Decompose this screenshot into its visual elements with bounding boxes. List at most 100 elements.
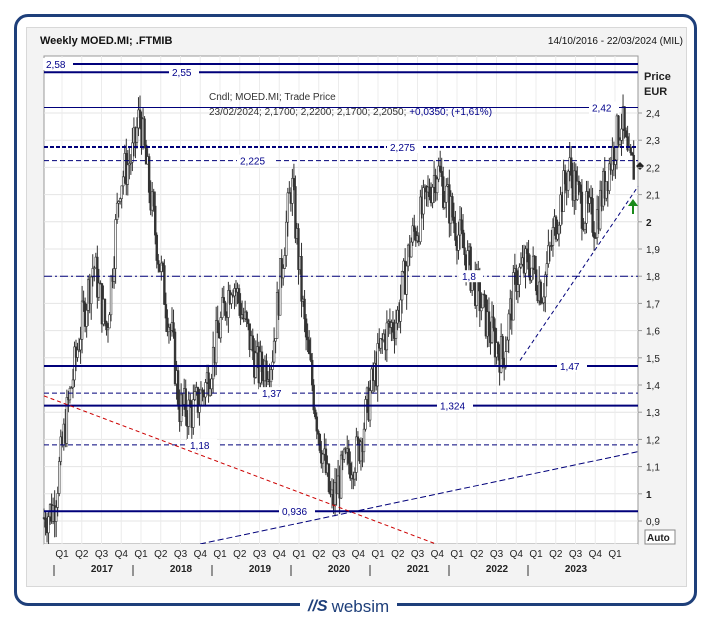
quarter-label: Q2 [75,549,89,560]
y-tick-label: 0,9 [646,517,660,528]
candle-body [317,430,320,435]
candle-body [347,448,350,464]
candle-body [216,320,219,334]
candle-body [400,271,404,301]
candle-body [90,276,93,304]
candle-body [138,109,142,118]
candle-body [364,399,367,430]
candle-body [164,304,168,319]
candle-body [82,300,85,304]
candle-body [245,311,248,320]
candle-body [419,196,422,243]
candle-body [112,268,116,282]
candle-body [131,142,134,163]
level-label: 2,55 [172,68,192,79]
last-price-marker [636,162,644,171]
legend-series: Cndl; MOED.MI; Trade Price [209,92,336,103]
candle-body [294,186,297,239]
y-tick-label: 1,3 [646,408,660,419]
candle-body [120,185,123,199]
level-label-bg [279,505,315,518]
level-label: 1,47 [560,362,580,373]
candles [42,94,635,546]
candle-body [315,416,318,432]
candle-body [79,338,82,351]
candle-body [617,115,620,145]
candle-body [405,265,408,295]
candle-body [460,219,463,231]
candle-body [219,317,222,339]
candle-body [282,268,285,279]
candle-body [342,448,346,460]
candle-body [411,225,414,243]
candle-body [353,472,357,480]
y-axis-title: Price [644,71,671,83]
candle-body [318,433,322,451]
candle-body [525,248,529,254]
candle-body [172,322,175,333]
y-tick-label: 1,7 [646,299,660,310]
candle-body [490,316,494,343]
candle-body [556,233,559,240]
candle-body [155,234,158,261]
candle-body [73,346,76,381]
candle-body [163,265,166,305]
candle-body [103,298,107,323]
candle-body [501,336,504,360]
candle-body [563,170,567,185]
candle-body [480,307,483,312]
y-tick-label: 1,5 [646,354,660,365]
candle-body [300,256,303,302]
candle-body [115,202,119,220]
level-label-bg [43,58,73,71]
candle-body [286,192,290,223]
candle-body [161,262,165,266]
candle-body [208,388,212,396]
candle-body [399,299,402,322]
candle-body [108,314,111,329]
quarter-label: Q1 [371,549,385,560]
candle-body [214,320,218,364]
candle-body [210,378,213,390]
candle-body [629,146,632,154]
candle-body [507,313,510,341]
auto-button[interactable]: Auto [647,533,670,544]
quarter-label: Q4 [510,549,524,560]
candle-body [251,335,254,352]
candle-body [122,176,125,187]
quarter-label: Q4 [352,549,366,560]
candle-body [541,302,544,305]
candle-body [278,258,282,316]
candle-body [516,284,520,292]
candle-body [469,246,472,291]
candle-body [442,176,445,208]
y-tick-label: 1,2 [646,435,660,446]
candle-body [545,263,549,276]
candle-body [260,351,264,373]
candle-body [173,331,177,385]
quarter-label: Q3 [569,549,583,560]
candle-body [461,229,465,249]
level-label: 1,37 [262,389,282,400]
y-tick-label: 1 [646,490,652,501]
trendline-long [199,451,639,545]
candle-body [576,180,579,200]
candle-body [356,436,360,441]
candle-body [410,241,413,258]
candle-body [179,394,183,422]
candle-body [428,186,431,197]
candle-body [506,339,509,353]
candle-body [128,163,131,166]
candle-body [570,157,573,176]
candle-body [187,399,190,427]
candle-body [437,165,440,180]
candle-body [227,290,230,318]
year-label: 2021 [407,564,430,575]
candle-body [630,152,634,156]
level-label-bg [589,101,619,114]
candle-body [265,360,268,382]
candle-body [117,201,120,204]
candle-body [413,225,416,232]
websim-logo: //S websim [300,596,398,618]
